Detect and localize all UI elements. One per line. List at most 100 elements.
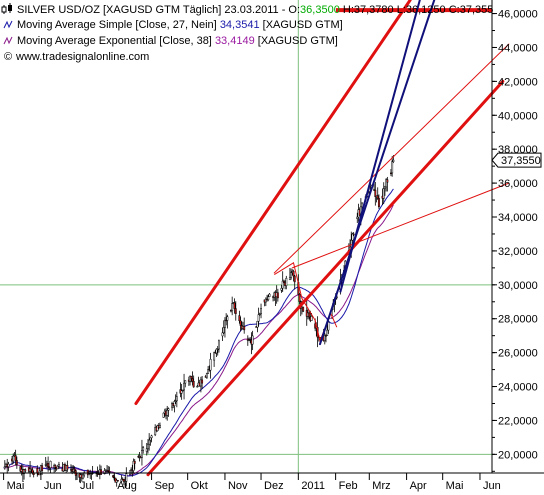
x-tick-label: Apr: [410, 480, 427, 492]
x-tick-label: Sep: [155, 480, 175, 492]
candle-body: [47, 463, 50, 467]
current-price-label: 37,3550: [491, 152, 542, 168]
candle-body: [258, 313, 261, 315]
candle-body: [374, 189, 377, 197]
ema-suffix: [XAGUSD GTM]: [258, 35, 338, 47]
candle-body: [166, 410, 169, 416]
candle-body: [180, 390, 183, 394]
candle-body: [183, 382, 185, 391]
y-tick-label: 22,0000: [498, 415, 538, 427]
candle-body: [24, 469, 27, 472]
candle-body: [3, 466, 6, 469]
candle-body: [293, 275, 296, 283]
sma-value: 34,3541: [220, 19, 260, 31]
candle-body: [148, 439, 151, 445]
candle-body: [175, 396, 178, 402]
candle-body: [116, 480, 119, 482]
candle-body: [7, 463, 10, 467]
candle-body: [268, 293, 271, 297]
x-tick-label: Mai: [446, 480, 464, 492]
sma-legend-icon: [3, 20, 13, 29]
open-value: 36,3500: [300, 4, 340, 16]
current-price-text: 37,3550: [501, 155, 541, 167]
candle-body: [103, 470, 106, 475]
x-tick-label: Okt: [191, 480, 208, 492]
candle-body: [30, 468, 33, 471]
candle-body: [54, 465, 57, 468]
trend-line-red: [146, 79, 505, 477]
y-tick-label: 24,0000: [498, 382, 538, 394]
candle-body: [150, 435, 153, 439]
candle-body: [257, 314, 260, 322]
candle-body: [234, 308, 237, 314]
candle-body: [147, 443, 149, 450]
candle-body: [36, 468, 39, 474]
candle-body: [196, 386, 199, 388]
x-axis: Mai Jun Jul Aug Sep Okt Nov Dez 2011 Feb Mrz Apr Mai…: [3, 473, 501, 492]
candle-body: [86, 469, 89, 476]
y-tick-label: 32,0000: [498, 246, 538, 258]
candle-body: [190, 376, 193, 379]
candle-body: [256, 320, 259, 328]
candle-body: [226, 316, 229, 321]
candle-body: [325, 335, 327, 337]
candle-body: [223, 319, 226, 328]
candle-body: [133, 460, 136, 464]
candle-body: [302, 306, 305, 312]
x-tick-label: Mai: [7, 480, 25, 492]
candle-body: [383, 186, 386, 189]
candle-body: [290, 272, 293, 279]
candle-body: [308, 312, 311, 318]
candle-body: [97, 473, 100, 475]
sma-suffix: [XAGUSD GTM]: [263, 19, 343, 31]
candle-body: [377, 198, 380, 208]
candle-body: [149, 437, 152, 441]
candle-body: [323, 335, 326, 342]
sma-legend: Moving Average Simple [Close, 27, Nein] …: [17, 19, 343, 31]
candle-body: [66, 465, 69, 470]
candle-body: [390, 172, 392, 174]
candles: [3, 155, 395, 488]
candle-body: [264, 298, 267, 303]
y-tick-label: 26,0000: [498, 348, 538, 360]
candle-body: [243, 326, 246, 331]
ema-legend: Moving Average Exponential [Close, 38] 3…: [17, 35, 338, 47]
candle-body: [167, 408, 170, 411]
candle-body: [251, 335, 254, 345]
candle-body: [285, 277, 288, 286]
trend-line-red: [291, 182, 510, 269]
candle-body: [233, 302, 236, 309]
candle-body: [238, 315, 241, 322]
candle-body: [192, 380, 195, 388]
candle-body: [351, 233, 354, 241]
candle-body: [191, 378, 194, 382]
x-tick-label: Jun: [44, 480, 62, 492]
candle-body: [156, 425, 159, 431]
candle-body: [386, 179, 389, 183]
candle-body: [213, 352, 216, 361]
candle-body: [19, 466, 22, 472]
candle-body: [142, 447, 145, 451]
x-tick-label: Aug: [117, 480, 137, 492]
candle-body: [159, 425, 161, 428]
candle-body: [112, 475, 115, 478]
ema-value: 33,4149: [215, 35, 255, 47]
low-label: L:: [394, 4, 406, 16]
current-price-box: [491, 152, 542, 168]
candle-body: [56, 465, 59, 470]
candle-body: [44, 464, 47, 466]
candle-body: [145, 448, 148, 452]
candle-body: [267, 296, 270, 301]
candle-body: [140, 449, 143, 458]
y-tick-label: 46,0000: [498, 9, 538, 21]
candle-body: [100, 469, 102, 475]
header-line-1: SILVER USD/OZ [XAGUSD GTM Täglich] 23.03…: [17, 4, 493, 16]
high-label: H:: [340, 4, 354, 16]
candle-body: [14, 455, 17, 461]
candle-body: [12, 455, 15, 462]
candle-body: [73, 468, 76, 471]
trend-line-red: [134, 0, 412, 405]
candle-body: [216, 348, 219, 351]
candle-body: [239, 320, 242, 326]
